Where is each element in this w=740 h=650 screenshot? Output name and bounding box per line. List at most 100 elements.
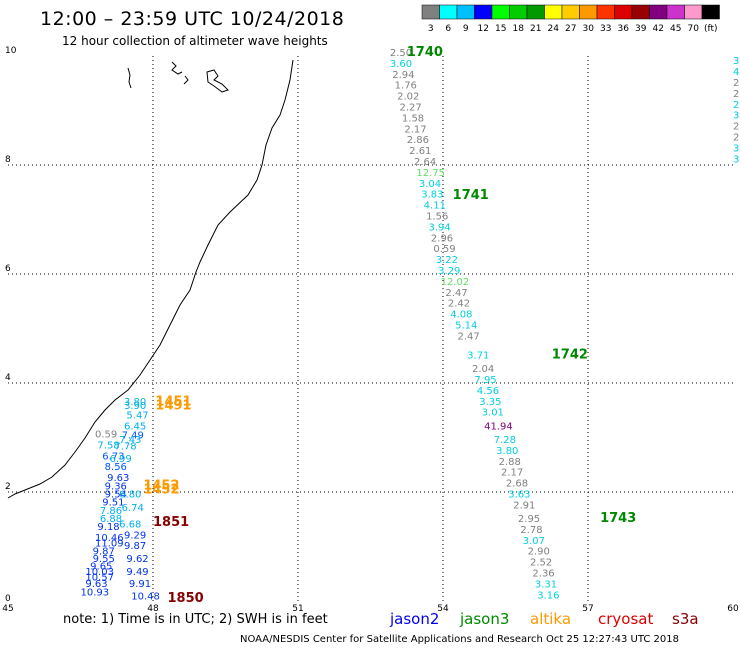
wave-height-value: 2.96 [431,233,453,244]
pass-time-label: 1452 [143,478,179,493]
wave-height-value: 11.09 [95,539,124,550]
x-tick-label: 51 [292,604,303,614]
island-path [127,67,132,89]
colorbar-label: 12 [478,24,489,34]
wave-height-value: 2. [733,78,740,89]
y-tick-label: 8 [5,155,11,165]
wave-height-value: 12.02 [441,277,470,288]
wave-height-value: 1.58 [402,113,424,124]
wave-height-value: 3.71 [467,350,489,361]
colorbar-swatch [474,4,493,20]
colorbar-label: 39 [635,24,647,34]
x-tick-label: 57 [582,604,593,614]
colorbar-swatch [421,4,440,20]
legend-cryosat: cryosat [598,610,654,628]
wave-height-value: 2.64 [414,157,436,168]
colorbar-label: 18 [513,24,525,34]
coastline-path [7,59,294,499]
wave-height-value: 9.63 [107,473,129,484]
wave-height-labels: 2.503.602.941.762.022.271.582.172.862.61… [81,48,740,602]
wave-height-value: 2.47 [445,288,467,299]
x-tick-label: 45 [2,604,13,614]
x-tick-label: 48 [147,604,159,614]
wave-height-value: 2.78 [520,525,542,536]
wave-height-value: 3.83 [421,190,443,201]
wave-height-value: 2.36 [532,568,554,579]
colorbar-swatch [631,4,650,20]
wave-height-value: 9.29 [124,530,146,541]
y-tick-label: 4 [5,373,11,383]
wave-height-value: 3.94 [429,222,451,233]
wave-height-value: 10.93 [81,588,110,599]
wave-height-value: 41.94 [484,421,513,432]
wave-height-value: 2.86 [407,135,429,146]
pass-time-label: 1452 [143,483,179,498]
x-tick-label: 60 [727,604,739,614]
wave-height-value: 6.80 [119,489,141,500]
wave-height-value: 3.60 [390,59,412,70]
wave-height-value: 7.49 [122,431,144,442]
coastline [7,59,294,499]
wave-height-value: 3.2 [733,56,740,67]
wave-height-value: 7.95 [474,375,496,386]
wave-height-value: 3.31 [535,579,557,590]
wave-height-value: 6.99 [110,454,132,465]
wave-height-value: 1.56 [426,212,448,223]
wave-height-value: 2.42 [448,299,470,310]
wave-height-value: 3. [733,143,740,154]
wave-height-value: 2.61 [409,146,431,157]
pass-time-label: 1850 [168,591,204,606]
wave-height-value: 2. [733,100,740,111]
wave-height-value: 2.90 [528,547,550,558]
wave-height-value: 2.88 [499,457,521,468]
wave-height-value: 9.18 [97,522,119,533]
wave-height-value: 2.47 [458,331,480,342]
colorbar-label: 24 [548,24,560,34]
wave-height-value: 3.04 [419,179,441,190]
island-path [171,61,183,75]
wave-height-value: 9.54 [105,489,127,500]
colorbar-swatch [439,4,458,20]
wave-height-value: 4.56 [477,386,499,397]
pass-time-label: 1851 [153,515,189,530]
pass-time-label: 1741 [453,188,489,203]
map-subtitle: 12 hour collection of altimeter wave hei… [62,34,328,48]
wave-height-value: 4.08 [450,310,472,321]
legend-jason3: jason3 [460,610,510,628]
legend-altika: altika [530,610,572,628]
y-tick-label: 10 [5,46,17,56]
wave-height-value: 3. [733,154,740,165]
wave-height-value: 2.91 [513,500,535,511]
pass-time-label: 1742 [552,347,588,362]
legend-jason2: jason2 [390,610,440,628]
map-title: 12:00 – 23:59 UTC 10/24/2018 [40,8,345,30]
wave-height-value: 2.04 [472,364,494,375]
pass-time-label: 1451 [155,394,191,409]
wave-height-value: 3.35 [479,397,501,408]
colorbar-swatch [596,4,615,20]
colorbar-swatch [579,4,598,20]
wave-height-value: 6.73 [102,451,124,462]
wave-height-value: 3.16 [537,590,559,601]
colorbar-swatch [614,4,633,20]
wave-height-value: 12.75 [416,168,445,179]
colorbar-label: 30 [583,24,595,34]
colorbar-swatch [684,4,703,20]
colorbar-label: 6 [445,24,451,34]
colorbar-swatch [701,4,720,20]
colorbar-label: 36 [618,24,630,34]
wave-height-value: 5.14 [455,321,477,332]
wave-height-value: 9.65 [90,561,112,572]
wave-height-value: 0.59 [95,430,117,441]
wave-height-value: 3.07 [523,536,545,547]
colorbar-swatch [526,4,545,20]
wave-height-value: 2.94 [392,70,414,81]
wave-height-value: 4.11 [424,201,446,212]
island-path [183,75,189,85]
wave-height-value: 6.45 [124,421,146,432]
wave-height-value: 1.76 [395,81,417,92]
wave-height-value: 9.49 [126,567,148,578]
colorbar-swatch [544,4,563,20]
wave-height-value: 5.47 [126,410,148,421]
wave-height-value: 6.88 [100,514,122,525]
